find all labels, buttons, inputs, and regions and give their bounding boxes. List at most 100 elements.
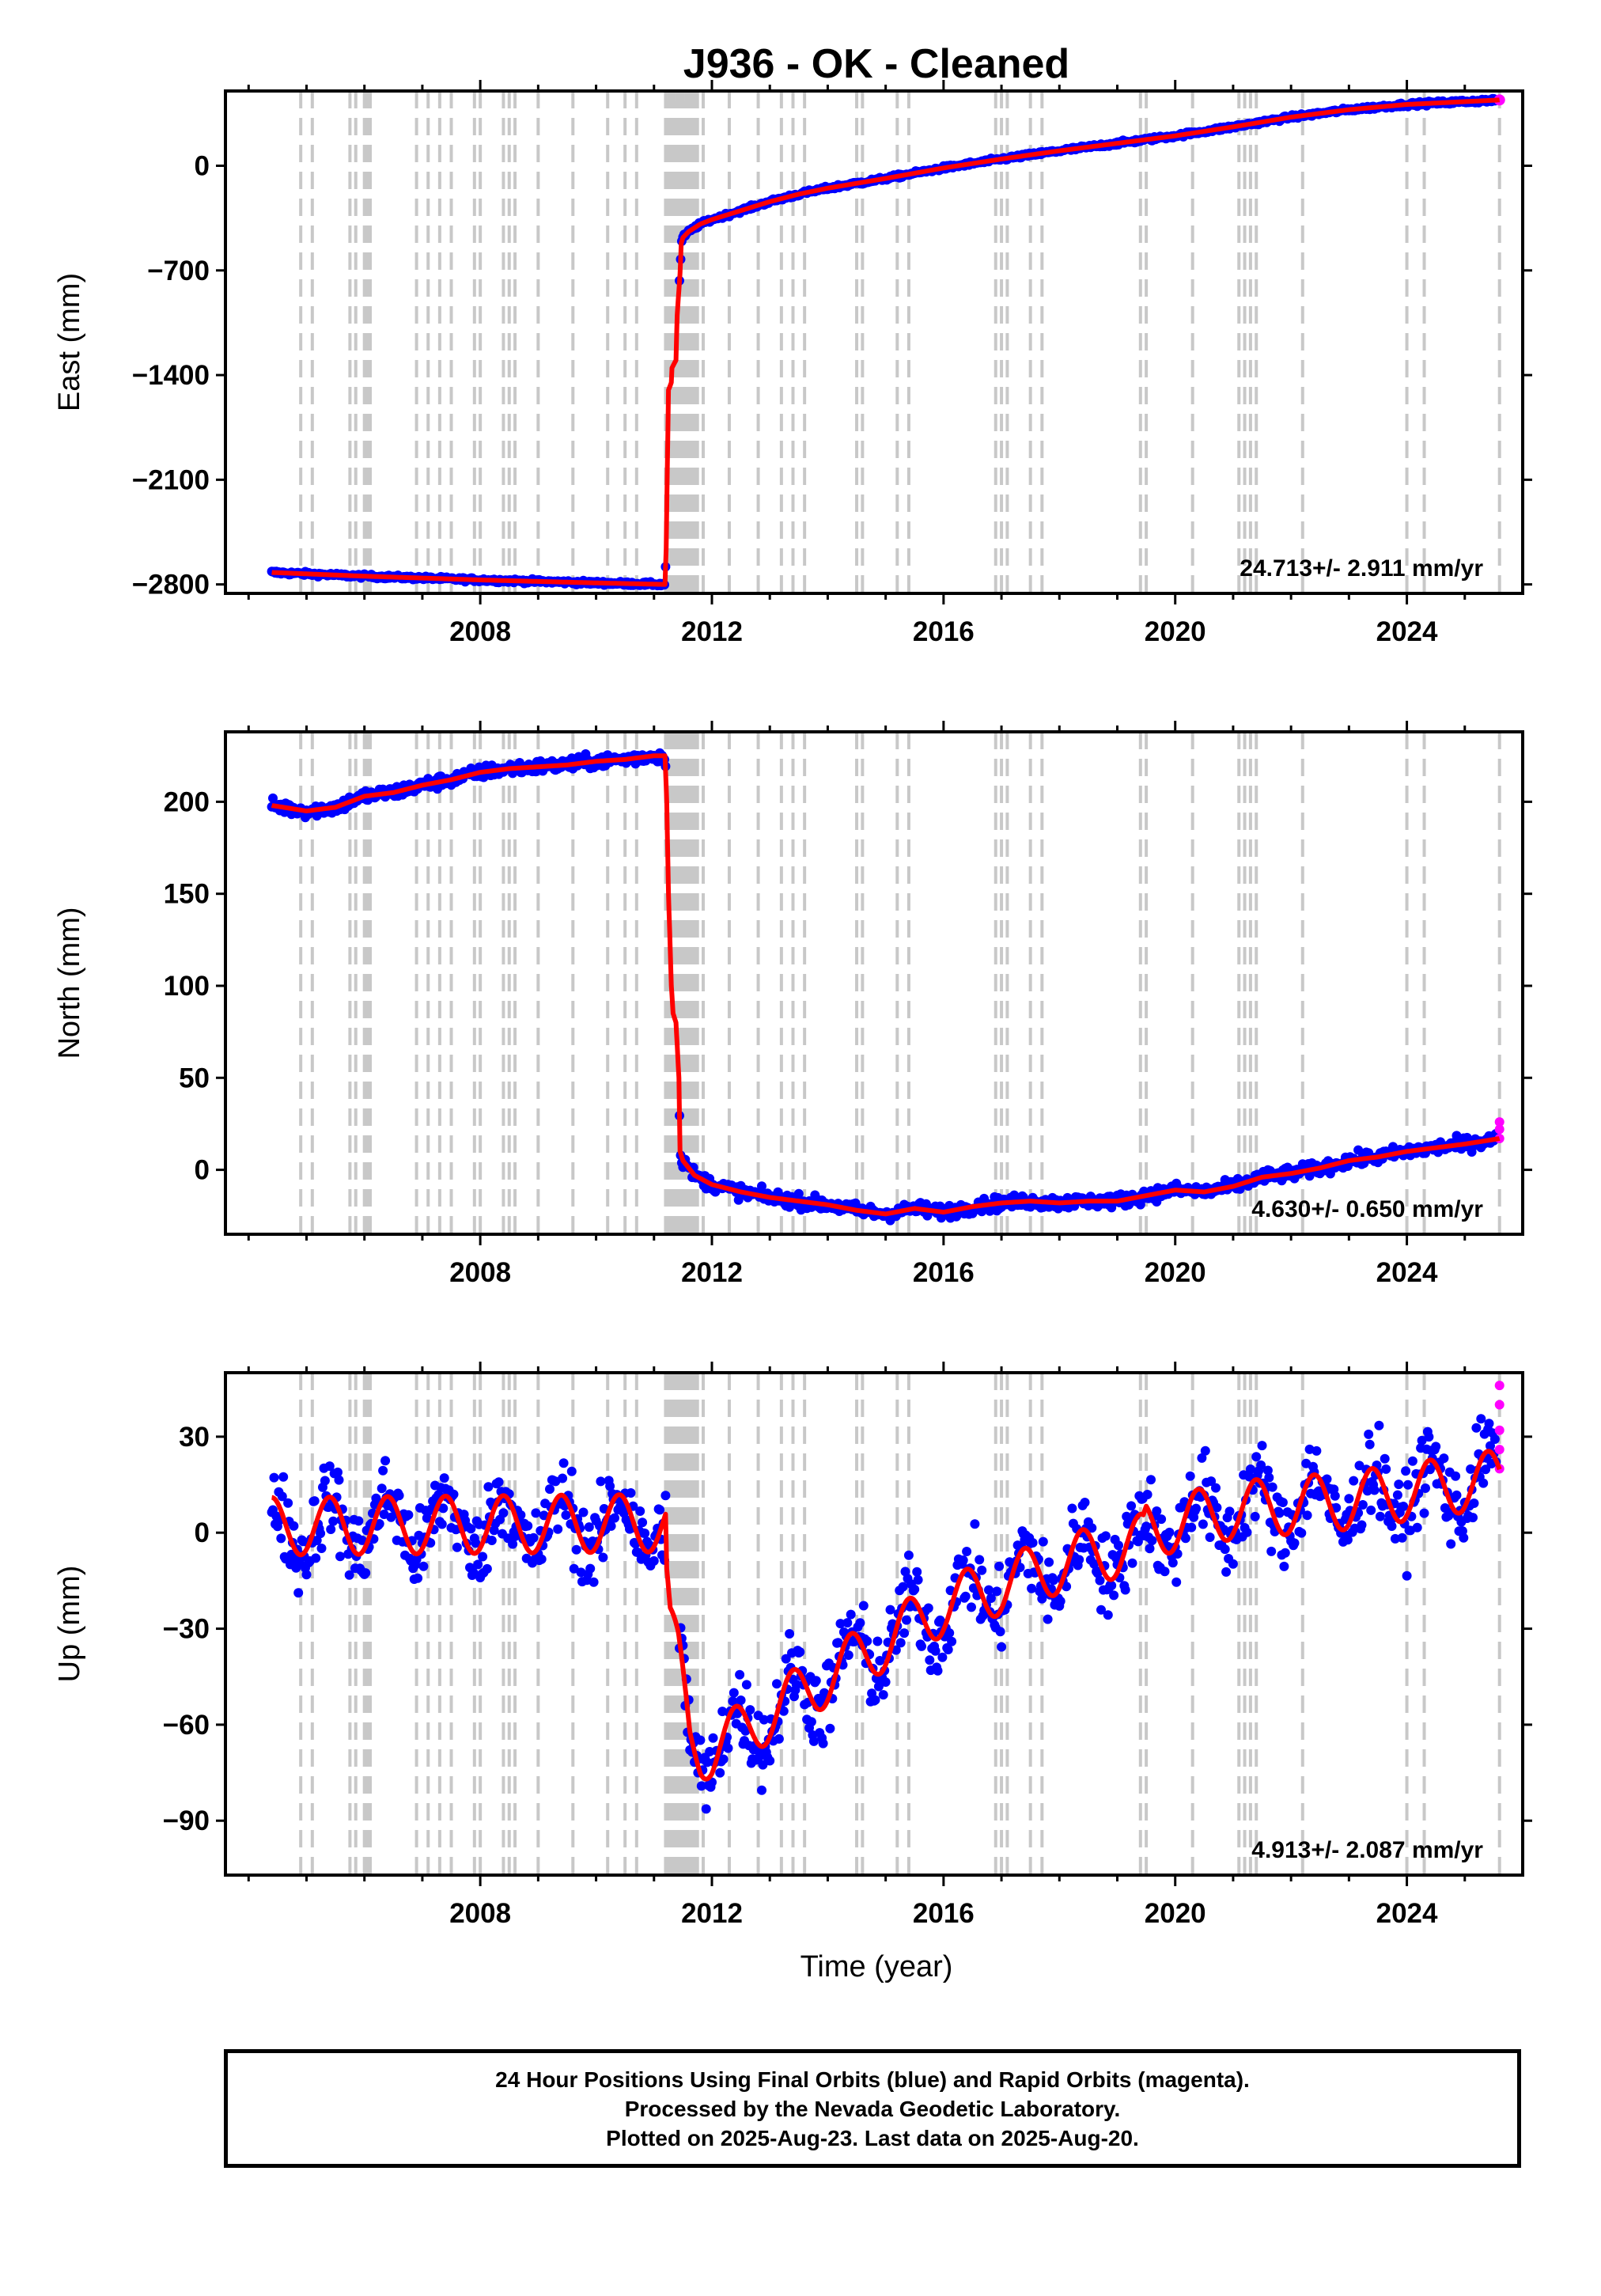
final-orbit-point — [1399, 1502, 1409, 1511]
final-orbit-point — [403, 1510, 414, 1520]
final-orbit-point — [1038, 1536, 1048, 1547]
final-orbit-point — [774, 1733, 784, 1744]
final-orbit-point — [843, 1650, 853, 1660]
east-velocity-label: 24.713+/- 2.911 mm/yr — [1240, 555, 1483, 582]
final-orbit-point — [466, 1524, 476, 1534]
final-orbit-point — [596, 1476, 606, 1487]
final-orbit-point — [1028, 1538, 1038, 1548]
final-orbit-point — [1145, 1544, 1155, 1554]
final-orbit-point — [708, 1733, 718, 1743]
y-tick-label: 0 — [195, 1155, 210, 1186]
final-orbit-point — [1127, 1558, 1137, 1568]
final-orbit-point — [899, 1628, 910, 1639]
final-orbit-point — [1302, 1510, 1312, 1521]
final-orbit-point — [858, 1601, 869, 1611]
final-orbit-point — [1205, 1533, 1215, 1542]
final-orbit-point — [1397, 1533, 1407, 1543]
final-orbit-point — [1095, 1575, 1105, 1586]
final-orbit-point — [660, 1491, 671, 1501]
final-orbit-point — [1357, 1520, 1367, 1530]
final-orbit-point — [418, 1561, 429, 1571]
final-orbit-point — [903, 1550, 914, 1560]
north-model-line — [270, 753, 1501, 1217]
final-orbit-point — [1349, 1476, 1359, 1486]
final-orbit-point — [1280, 1548, 1290, 1558]
y-tick-label: 100 — [164, 971, 210, 1002]
x-tick-label: 2016 — [913, 1257, 975, 1288]
final-orbit-point — [695, 1735, 706, 1745]
final-orbit-point — [1103, 1610, 1113, 1620]
rapid-orbit-point — [1494, 1425, 1504, 1435]
y-tick-label: −1400 — [132, 360, 210, 391]
final-orbit-point — [958, 1555, 968, 1565]
final-orbit-point — [1120, 1585, 1130, 1595]
final-orbit-point — [606, 1521, 616, 1531]
up-panel: 2008 2012 2016 2020 2024 30 0 −30 −60 −90 Up (mm) 4… — [53, 1362, 1532, 1929]
y-tick-label: −90 — [163, 1805, 210, 1836]
final-orbit-point — [328, 1516, 339, 1526]
final-orbit-point — [640, 1529, 650, 1538]
final-orbit-point — [523, 1521, 533, 1531]
final-orbit-point — [917, 1641, 926, 1651]
rapid-orbit-point — [1494, 1445, 1504, 1455]
final-orbit-point — [1364, 1429, 1374, 1439]
x-tick-label: 2020 — [1145, 616, 1206, 647]
final-orbit-point — [1451, 1490, 1462, 1500]
final-orbit-point — [394, 1491, 404, 1501]
final-orbit-point — [1100, 1531, 1111, 1541]
final-orbit-point — [715, 1767, 725, 1778]
final-orbit-point — [943, 1645, 953, 1654]
x-tick-label: 2024 — [1376, 616, 1438, 647]
final-orbit-point — [626, 1488, 636, 1498]
final-orbit-point — [1171, 1577, 1182, 1587]
final-orbit-point — [1357, 1500, 1368, 1510]
final-orbit-point — [1267, 1482, 1277, 1492]
y-tick-label: −2800 — [132, 570, 210, 601]
final-orbit-point — [1431, 1442, 1441, 1452]
final-orbit-point — [289, 1521, 299, 1531]
final-orbit-point — [895, 1638, 906, 1648]
final-orbit-point — [729, 1688, 739, 1698]
final-orbit-point — [772, 1679, 782, 1689]
final-orbit-point — [806, 1717, 816, 1727]
final-orbit-point — [1185, 1471, 1195, 1481]
rapid-orbit-point — [1494, 1381, 1504, 1391]
final-orbit-point — [558, 1458, 569, 1468]
final-orbit-point — [992, 1586, 1002, 1597]
final-orbit-point — [1451, 1471, 1461, 1481]
final-orbit-point — [283, 1498, 293, 1508]
final-orbit-point — [377, 1483, 387, 1494]
final-orbit-point — [354, 1516, 364, 1526]
final-orbit-point — [528, 1533, 539, 1543]
final-orbit-point — [486, 1536, 497, 1545]
north-step-lines — [299, 732, 1501, 1234]
final-orbit-point — [413, 1573, 423, 1583]
footer-line-3: Plotted on 2025-Aug-23. Last data on 202… — [606, 2125, 1139, 2150]
final-orbit-point — [785, 1629, 795, 1639]
east-y-axis-label: East (mm) — [53, 273, 86, 411]
rapid-orbit-point — [1494, 1117, 1504, 1127]
final-orbit-point — [1381, 1464, 1391, 1474]
final-orbit-point — [276, 1533, 286, 1544]
final-orbit-point — [912, 1567, 922, 1577]
final-orbit-point — [278, 1472, 289, 1482]
final-orbit-point — [311, 1553, 321, 1563]
final-orbit-point — [1468, 1513, 1478, 1523]
final-orbit-point — [1330, 1491, 1340, 1501]
y-tick-label: 0 — [195, 150, 210, 181]
final-orbit-point — [589, 1577, 599, 1587]
final-orbit-point — [947, 1636, 957, 1646]
final-orbit-point — [1424, 1432, 1434, 1442]
final-orbit-point — [452, 1542, 462, 1552]
final-orbit-point — [316, 1544, 327, 1553]
final-orbit-point — [967, 1602, 976, 1612]
final-orbit-point — [335, 1552, 345, 1562]
final-orbit-point — [793, 1188, 804, 1199]
final-orbit-point — [1394, 1480, 1404, 1490]
north-y-axis-label: North (mm) — [53, 907, 86, 1059]
x-tick-label: 2016 — [913, 1898, 975, 1929]
final-orbit-point — [1074, 1555, 1084, 1565]
final-orbit-point — [970, 1519, 980, 1529]
final-orbit-point — [1344, 1494, 1354, 1504]
final-orbit-point — [735, 1669, 745, 1680]
